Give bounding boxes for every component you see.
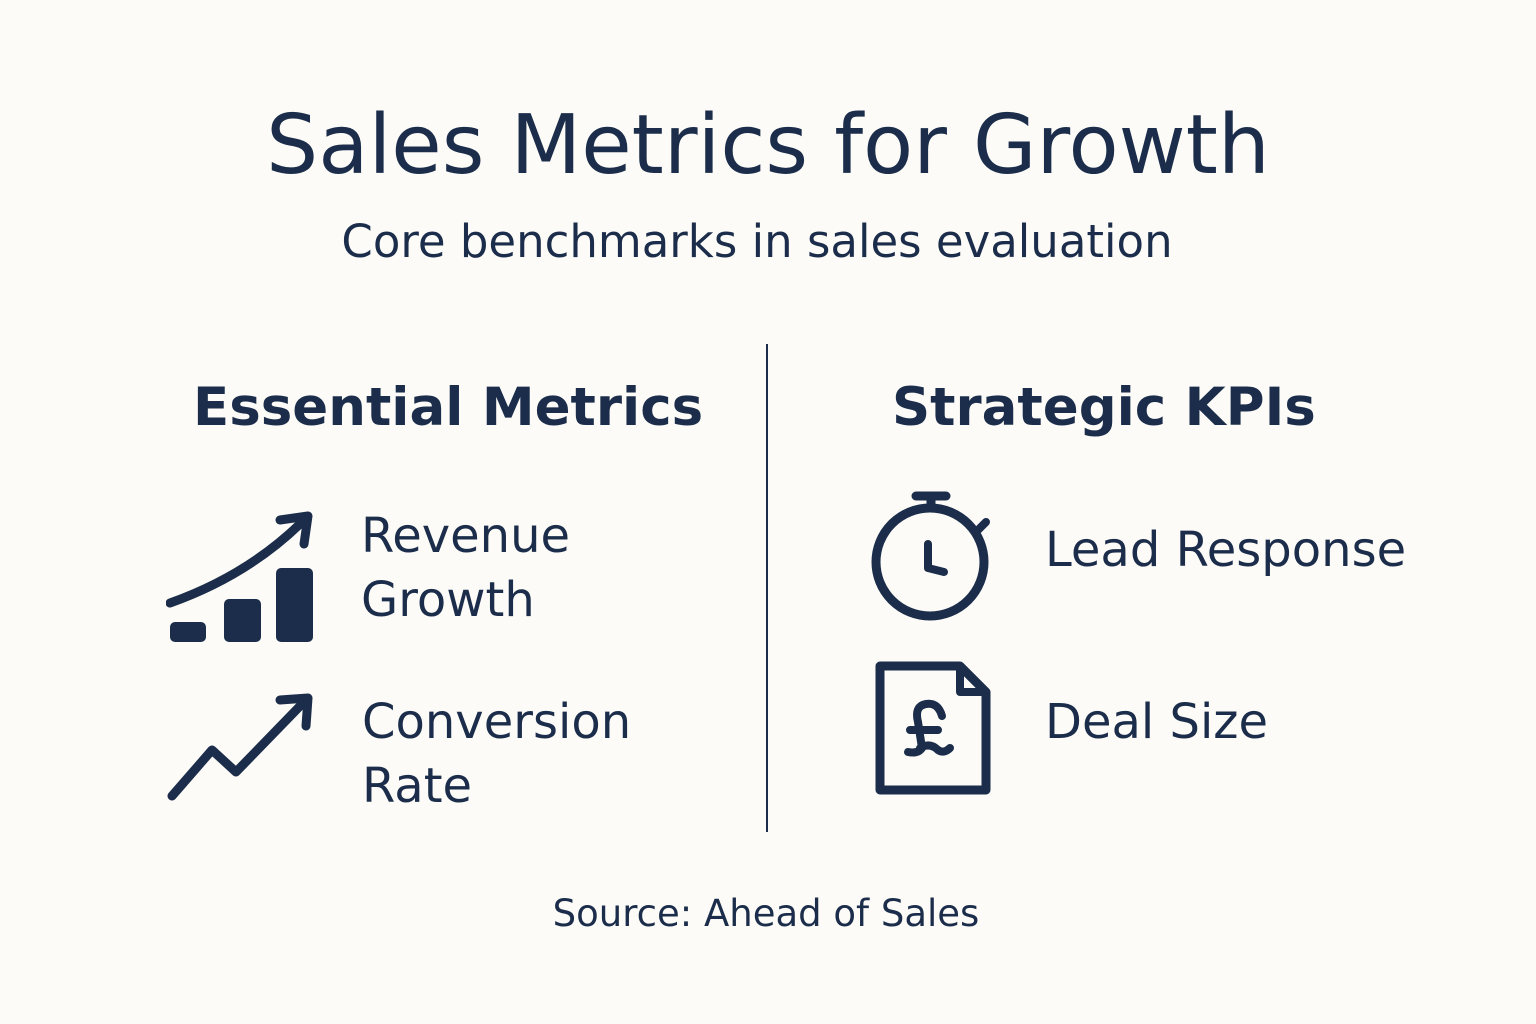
revenue-growth-label-line-1: Revenue: [361, 508, 571, 564]
pound-document-icon: [872, 658, 992, 798]
page-subtitle: Core benchmarks in sales evaluation: [341, 215, 1173, 268]
essential-metrics-heading: Essential Metrics: [193, 377, 704, 438]
conversion-rate-label: Conversion Rate: [362, 690, 631, 818]
revenue-growth-label: Revenue Growth: [361, 504, 570, 632]
stopwatch-icon: [866, 488, 996, 628]
page-title: Sales Metrics for Growth: [266, 98, 1270, 193]
strategic-kpis-heading: Strategic KPIs: [892, 377, 1316, 438]
revenue-growth-label-line-2: Growth: [361, 572, 535, 628]
growth-chart-icon: [166, 510, 318, 646]
lead-response-label: Lead Response: [1045, 518, 1406, 582]
trend-up-arrow-icon: [166, 692, 318, 804]
deal-size-label: Deal Size: [1045, 690, 1268, 754]
conversion-rate-label-line-1: Conversion: [362, 694, 632, 750]
lead-response-label-line-1: Lead Response: [1045, 522, 1407, 578]
deal-size-label-line-1: Deal Size: [1045, 694, 1269, 750]
conversion-rate-label-line-2: Rate: [362, 758, 473, 814]
source-note: Source: Ahead of Sales: [552, 892, 980, 935]
column-divider: [766, 344, 768, 832]
